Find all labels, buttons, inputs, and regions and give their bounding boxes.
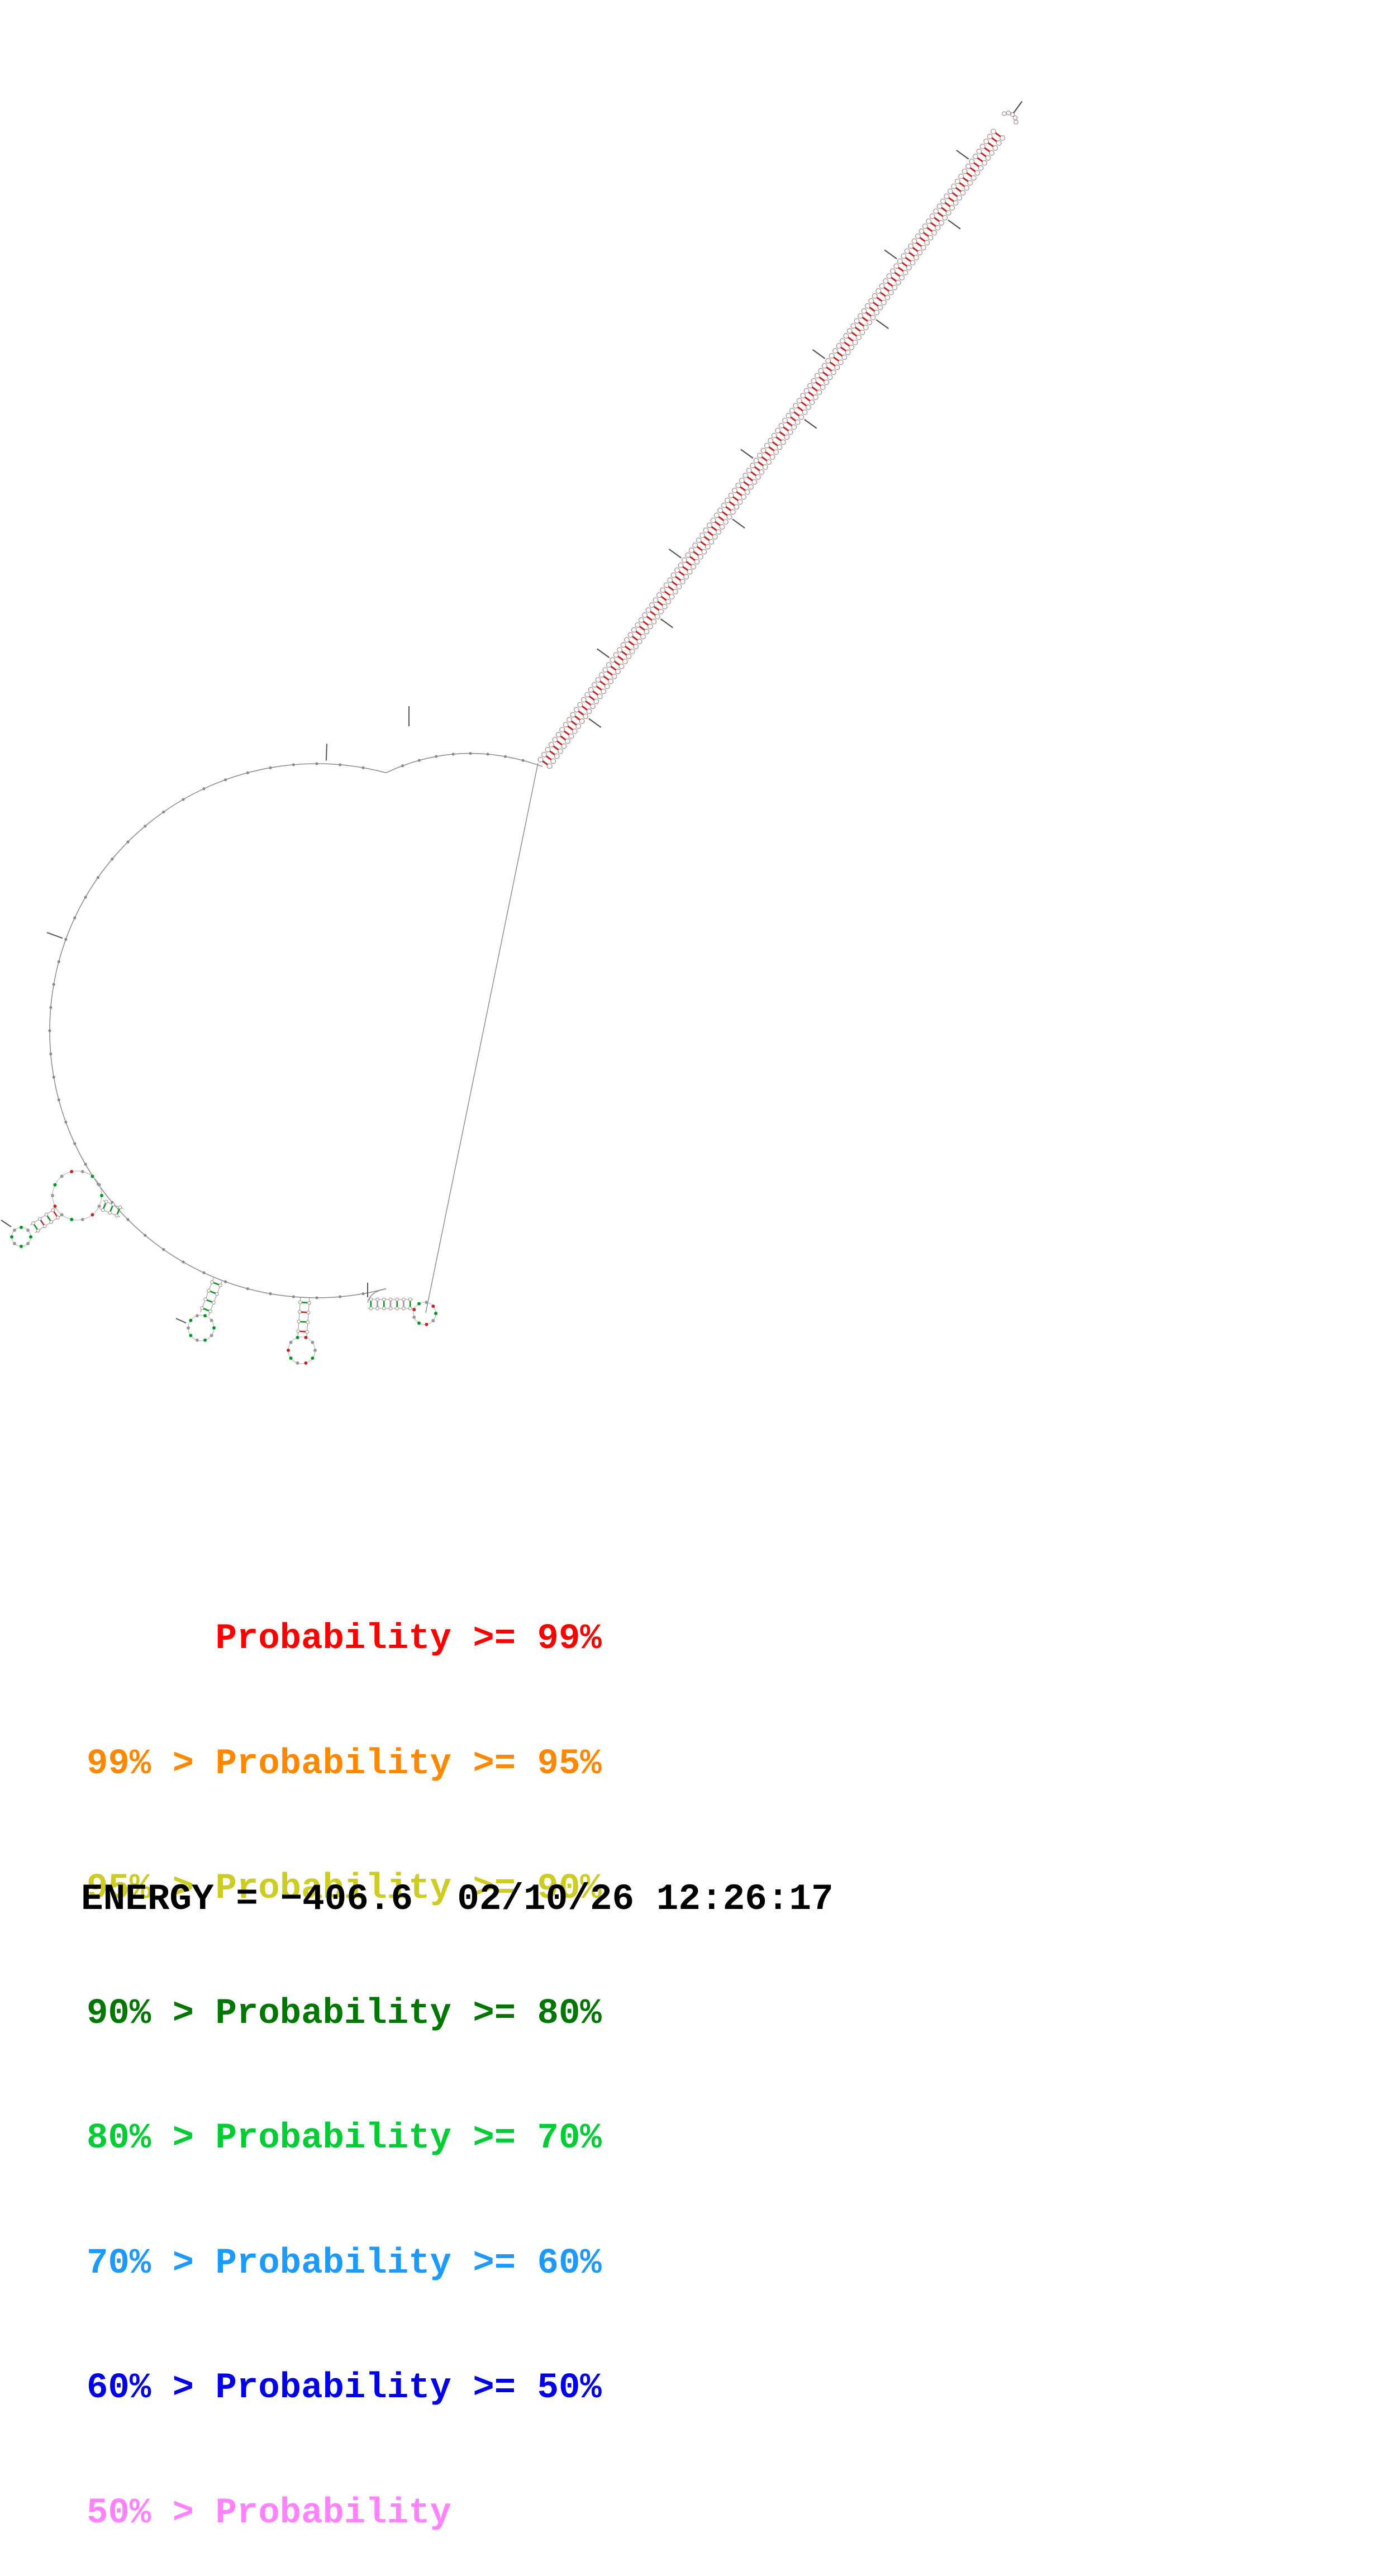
legend-item: 99% > Probability >= 95% <box>87 1744 602 1784</box>
legend-item: 80% > Probability >= 70% <box>87 2118 602 2159</box>
legend-item: 90% > Probability >= 80% <box>87 1993 602 2034</box>
legend-item: 95% > Probability >= 90% <box>87 1869 602 1909</box>
legend-item: 70% > Probability >= 60% <box>87 2243 602 2284</box>
probability-legend: Probability >= 99% 99% > Probability >= … <box>87 1535 602 2576</box>
legend-item: 50% > Probability <box>87 2493 451 2534</box>
legend-item: Probability >= 99% <box>215 1619 602 1659</box>
rna-structure-plot <box>1 101 1023 1365</box>
energy-text: ENERGY = −406.6 02/10/26 12:26:17 <box>81 1878 834 1920</box>
legend-item: 60% > Probability >= 50% <box>87 2368 602 2408</box>
